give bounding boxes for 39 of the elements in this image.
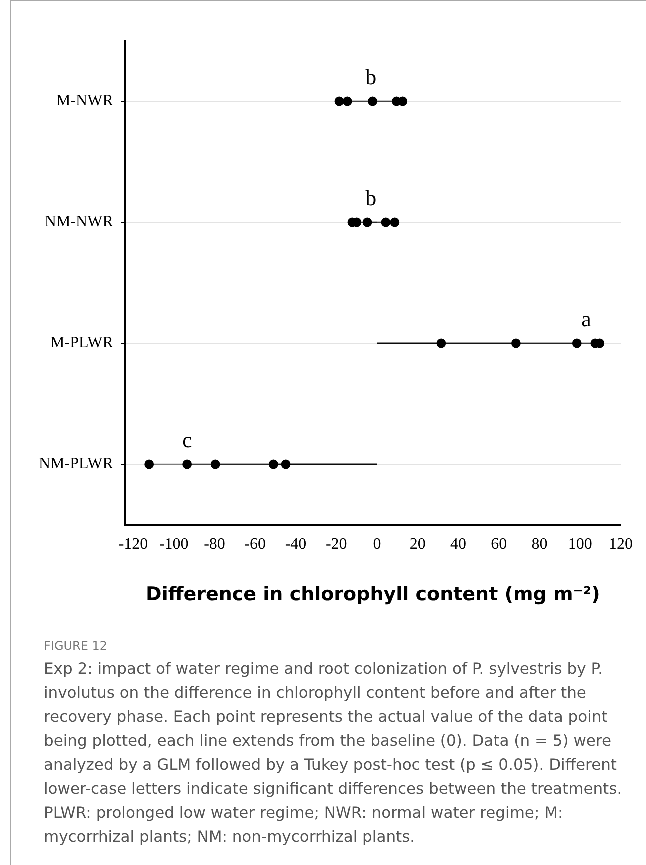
point	[511, 338, 521, 348]
x-tick-label: 20	[410, 536, 426, 553]
x-tick-label: 0	[373, 536, 382, 553]
point	[368, 96, 378, 106]
annotation: b	[366, 64, 377, 90]
y-tick-label: M-NWR	[56, 92, 114, 110]
text: Exp 2: impact of water regime and root colonization of P. sylvestris by P. involutus on the difference in chlorophyll content before and after the recovery phase. Each point represents the actual value of the data point being plotted, each line extends from the baseline (0). Data (n = 5) were analyzed by a GLM followed by a Tukey post-hoc test (p ≤ 0.05). Different lower-case letters indicate significant differences between the treatments. PLWR: prolonged low water regime; NWR: normal water regime; M: mycorrhizal plants; NM: non-mycorrhizal plants.	[44, 659, 624, 848]
x-tick-label: 80	[532, 536, 548, 553]
x-tick-label: 60	[491, 536, 508, 553]
point	[392, 96, 402, 106]
caption: FIGURE 12	[44, 639, 109, 653]
annotation: c	[182, 427, 192, 452]
x-tick-label: 40	[450, 536, 466, 553]
point	[182, 460, 192, 470]
x-tick-label: -80	[204, 536, 226, 553]
x-tick-label: -60	[244, 536, 266, 553]
x-tick-label: -100	[159, 536, 189, 553]
point	[572, 338, 582, 348]
point	[390, 218, 400, 228]
annotation: a	[582, 306, 592, 332]
y-tick-label: NM-PLWR	[38, 456, 114, 473]
x-tick-label: 100	[568, 536, 592, 553]
x-tick-label: -120	[118, 536, 148, 553]
point	[210, 460, 220, 470]
x-tick-label: -20	[326, 536, 348, 553]
point	[268, 460, 278, 470]
annotation: b	[366, 185, 377, 210]
point	[381, 218, 391, 228]
point	[281, 460, 291, 470]
x-axis-title: Difference in chlorophyll content (mg m⁻²)	[146, 584, 600, 606]
x-tick-label: 120	[609, 536, 633, 553]
point	[334, 96, 344, 106]
point	[342, 96, 352, 106]
point	[436, 338, 446, 348]
point	[144, 460, 154, 470]
y-tick-label: NM-NWR	[44, 214, 114, 231]
point	[362, 218, 372, 228]
x-tick-label: -40	[285, 536, 307, 553]
y-tick-label: M-PLWR	[50, 334, 114, 352]
